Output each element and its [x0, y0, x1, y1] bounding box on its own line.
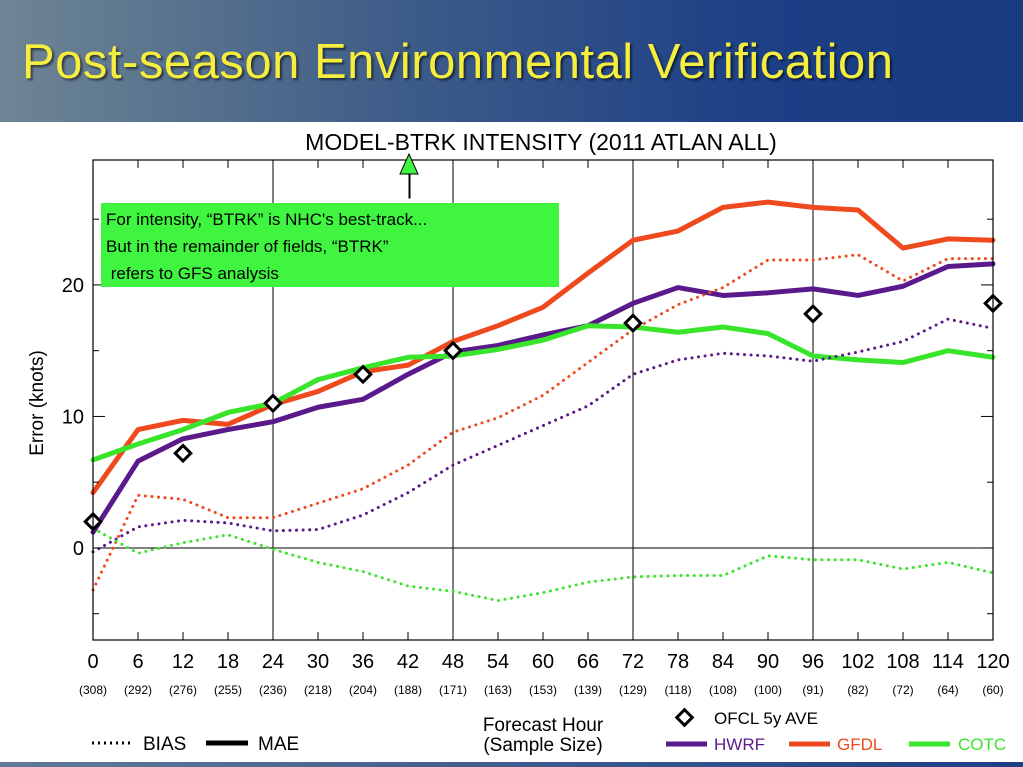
legend-gfdl-label: GFDL [837, 735, 882, 754]
legend-ofcl-marker [674, 707, 695, 728]
x-tick-label: 36 [352, 651, 374, 673]
sample-size-label: (171) [439, 683, 467, 697]
sample-size-label: (118) [664, 683, 691, 697]
x-tick-label: 30 [307, 651, 329, 673]
x-tick-label: 96 [802, 651, 824, 673]
sample-size-label: (64) [937, 683, 958, 697]
x-tick-label: 60 [532, 651, 554, 673]
x-tick-label: 12 [172, 651, 194, 673]
x-axis-label: Forecast Hour [483, 715, 604, 736]
annotation-line: For intensity, “BTRK” is NHC's best-trac… [106, 210, 427, 229]
x-tick-label: 102 [841, 651, 874, 673]
annotation-box: For intensity, “BTRK” is NHC's best-trac… [101, 203, 559, 287]
sample-size-label: (188) [394, 683, 422, 697]
svg-text:For intensity, “BTRK” is NHC's: For intensity, “BTRK” is NHC's best-trac… [106, 210, 427, 283]
x-tick-label: 78 [667, 651, 689, 673]
x-tick-label: 54 [487, 651, 509, 673]
sample-size-label: (255) [214, 683, 242, 697]
sample-size-label: (60) [982, 683, 1003, 697]
sample-size-label: (308) [79, 683, 107, 697]
x-tick-label: 18 [217, 651, 239, 673]
ofcl-marker [263, 393, 283, 414]
slide-header: Post-season Environmental Verification [0, 0, 1023, 122]
slide-title: Post-season Environmental Verification [22, 35, 894, 89]
slide-bottom-bar [0, 762, 1023, 767]
legend-ofcl-label: OFCL 5y AVE [714, 709, 818, 728]
sample-size-label: (236) [259, 683, 287, 697]
plot-frame [92, 159, 994, 641]
chart-legend: BIAS MAE OFCL 5y AVE HWRF GFDL COTC [92, 707, 1006, 755]
sample-size-label: (139) [574, 683, 602, 697]
sample-size-label: (100) [754, 683, 782, 697]
sample-size-label: (218) [304, 683, 332, 697]
ofcl-marker [623, 313, 643, 333]
series-gfdl-mae [90, 199, 996, 496]
sample-size-label: (292) [124, 683, 152, 697]
x-tick-label: 120 [976, 651, 1009, 673]
series-gfdl-bias [91, 253, 995, 592]
sample-size-label: (163) [484, 683, 512, 697]
y-axis-label: Error (knots) [27, 350, 48, 456]
annotation-line: refers to GFS analysis [106, 264, 279, 283]
sample-size-label: (72) [892, 683, 913, 697]
ofcl-marker [803, 303, 823, 324]
sample-size-label: (91) [802, 683, 823, 697]
series-cotc-bias [91, 526, 995, 603]
series-hwrf-mae [90, 261, 996, 535]
y-tick-label: 20 [62, 275, 84, 297]
sample-size-label: (129) [619, 683, 647, 697]
ofcl-marker [353, 364, 373, 385]
sample-size-label: (153) [529, 683, 557, 697]
legend-cotc-label: COTC [958, 735, 1006, 754]
legend-bias-label: BIAS [143, 734, 186, 755]
ofcl-marker [443, 340, 463, 361]
x-axis-sublabel: (Sample Size) [483, 735, 602, 756]
sample-size-label: (276) [169, 683, 197, 697]
legend-hwrf-label: HWRF [714, 735, 765, 754]
x-tick-label: 108 [886, 651, 919, 673]
annotation-line: But in the remainder of fields, “BTRK” [106, 237, 389, 256]
sample-size-label: (82) [847, 683, 868, 697]
x-tick-label: 72 [622, 651, 644, 673]
y-tick-label: 0 [73, 538, 84, 560]
intensity-chart: 0 (308) 6 (292) 12 (276) 18 (255) 24 (236) 30 (218)… [27, 129, 1010, 756]
x-tick-label: 66 [577, 651, 599, 673]
chart-title: MODEL-BTRK INTENSITY (2011 ATLAN ALL) [305, 129, 777, 155]
x-tick-label: 114 [932, 651, 964, 673]
x-tick-label: 0 [87, 651, 98, 673]
series-hwrf-bias [91, 317, 995, 554]
up-arrow-icon [399, 152, 419, 199]
series-cotc-mae [90, 323, 996, 463]
x-tick-label: 42 [397, 651, 419, 673]
x-tick-label: 84 [712, 651, 734, 673]
y-tick-label: 10 [62, 406, 84, 428]
sample-size-label: (204) [349, 683, 377, 697]
legend-mae-label: MAE [258, 734, 299, 755]
x-tick-label: 24 [262, 651, 284, 673]
ofcl-marker [173, 443, 193, 464]
x-tick-label: 6 [132, 651, 143, 673]
x-tick-label: 48 [442, 651, 464, 673]
sample-size-label: (108) [709, 683, 737, 697]
x-tick-label: 90 [757, 651, 779, 673]
